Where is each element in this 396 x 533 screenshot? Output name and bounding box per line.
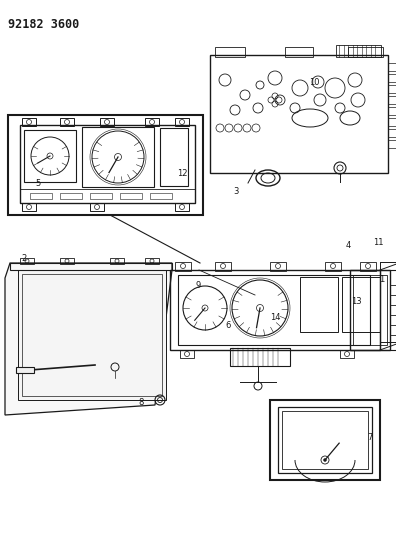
Bar <box>350 270 390 350</box>
Text: 12: 12 <box>177 169 187 177</box>
Bar <box>24 130 76 182</box>
Bar <box>22 274 162 396</box>
Bar <box>18 270 166 400</box>
Text: 14: 14 <box>270 313 280 321</box>
Bar <box>60 193 82 199</box>
Bar <box>388 74 396 82</box>
Bar <box>390 305 396 315</box>
Bar <box>145 118 159 126</box>
Text: 10: 10 <box>310 78 320 87</box>
Bar <box>388 63 396 71</box>
Bar <box>360 262 376 271</box>
Bar <box>388 96 396 104</box>
Bar <box>325 262 341 271</box>
Text: 5: 5 <box>35 180 40 188</box>
Bar <box>60 258 74 264</box>
Bar <box>282 411 368 469</box>
Bar <box>175 262 191 271</box>
Bar <box>10 263 172 270</box>
Text: 1: 1 <box>379 276 385 284</box>
Text: 13: 13 <box>351 297 362 305</box>
Bar <box>353 275 387 345</box>
Bar <box>175 118 189 126</box>
Bar <box>100 118 114 126</box>
Bar <box>30 193 52 199</box>
Text: 3: 3 <box>233 188 238 196</box>
Bar <box>388 129 396 137</box>
Text: 92182 3600: 92182 3600 <box>8 18 79 31</box>
Bar <box>8 115 203 215</box>
Bar <box>160 128 188 186</box>
Bar <box>390 285 396 295</box>
Bar <box>340 350 354 358</box>
Text: 4: 4 <box>346 241 351 249</box>
Text: 11: 11 <box>373 238 383 247</box>
Bar <box>20 258 34 264</box>
Bar <box>388 85 396 93</box>
Text: 8: 8 <box>138 398 143 407</box>
Text: 9: 9 <box>195 281 201 289</box>
Bar <box>230 348 290 366</box>
Bar <box>120 193 142 199</box>
Bar <box>215 262 231 271</box>
Bar <box>388 118 396 126</box>
Bar <box>388 140 396 148</box>
Bar <box>278 407 372 473</box>
Bar <box>20 125 195 203</box>
Bar <box>180 350 194 358</box>
Bar <box>215 47 245 57</box>
Bar <box>145 258 159 264</box>
Text: 7: 7 <box>367 433 373 441</box>
Text: 2: 2 <box>21 254 27 263</box>
Bar <box>150 193 172 199</box>
Bar <box>348 47 383 57</box>
Bar <box>90 193 112 199</box>
Bar <box>175 203 189 211</box>
Bar <box>380 262 396 342</box>
Bar <box>270 262 286 271</box>
Bar <box>300 277 338 332</box>
Bar <box>82 127 154 187</box>
Bar <box>390 325 396 335</box>
Bar <box>90 203 104 211</box>
Polygon shape <box>5 263 172 415</box>
Bar <box>110 258 124 264</box>
Bar <box>210 55 388 173</box>
Bar <box>336 45 381 57</box>
Bar <box>270 400 380 480</box>
Bar <box>170 270 380 350</box>
Bar <box>380 270 396 350</box>
Bar <box>22 203 36 211</box>
Bar <box>178 275 370 345</box>
Circle shape <box>324 458 326 462</box>
Bar <box>22 118 36 126</box>
Bar <box>60 118 74 126</box>
Bar <box>388 107 396 115</box>
Bar <box>16 367 34 373</box>
Bar <box>342 277 380 332</box>
Bar <box>285 47 313 57</box>
Text: 6: 6 <box>225 321 230 329</box>
Bar <box>20 189 195 203</box>
